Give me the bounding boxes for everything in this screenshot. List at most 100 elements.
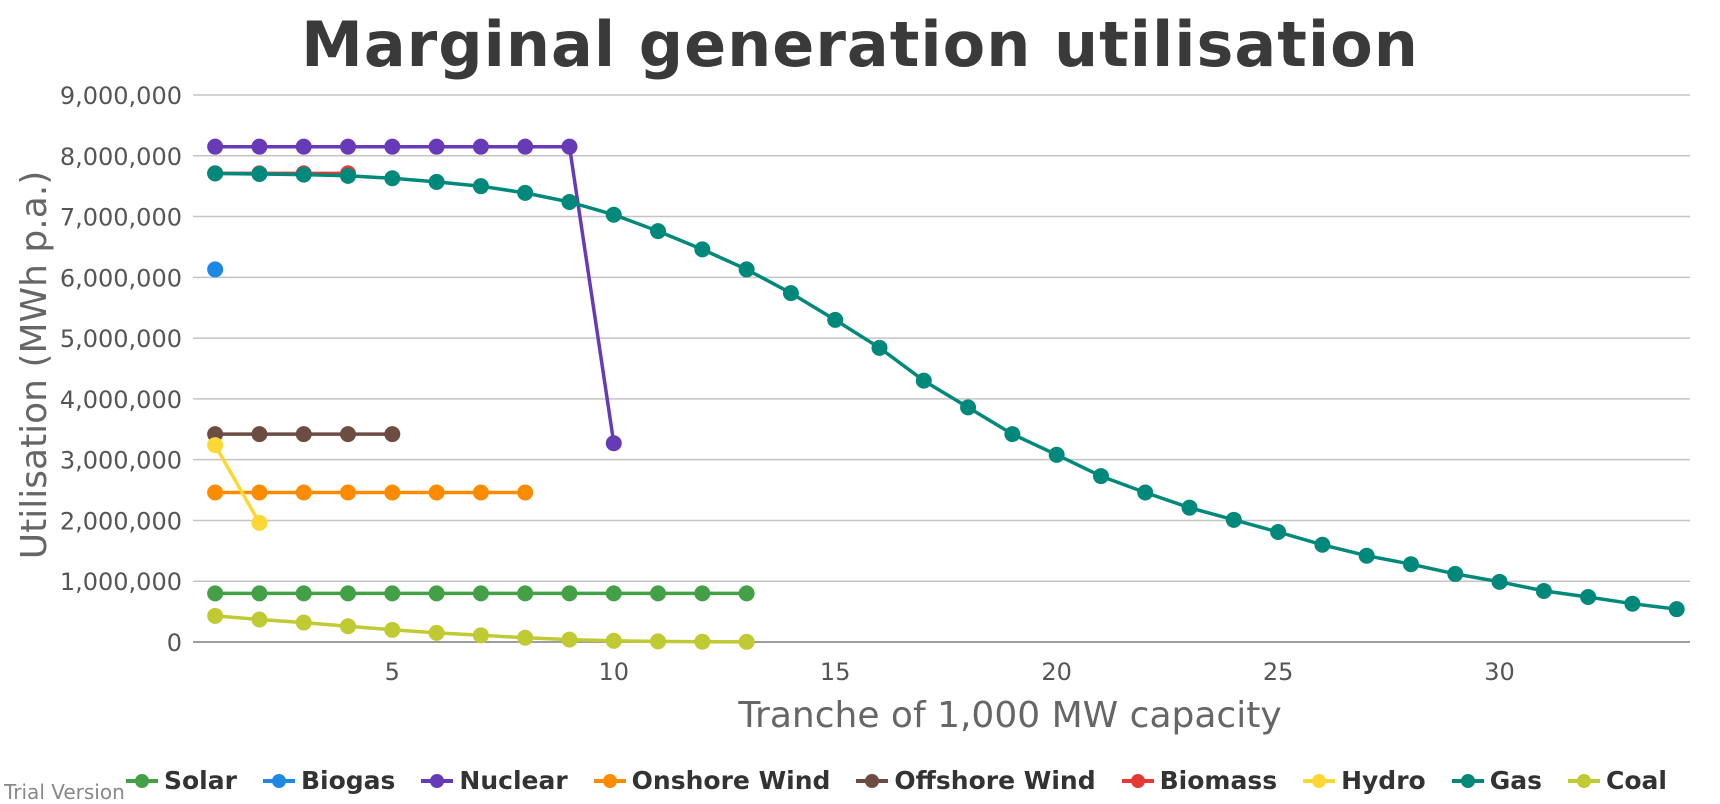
data-point-solar <box>605 585 622 602</box>
data-point-coal <box>561 631 578 648</box>
data-point-nuclear <box>561 138 578 155</box>
legend-marker-dot <box>602 773 617 788</box>
data-point-gas <box>1181 499 1198 516</box>
data-point-coal <box>605 632 622 649</box>
data-point-nuclear <box>428 138 445 155</box>
data-point-gas <box>384 170 401 187</box>
data-point-gas <box>1535 582 1552 599</box>
x-axis-tick-labels: 5 10 15 20 25 30 <box>385 658 1515 686</box>
legend-item-coal[interactable]: Coal <box>1567 766 1667 795</box>
data-point-gas <box>295 166 312 183</box>
data-point-solar <box>694 585 711 602</box>
data-point-gas <box>1402 556 1419 573</box>
data-point-gas <box>561 193 578 210</box>
data-point-solar <box>561 585 578 602</box>
x-tick-label: 5 <box>385 658 400 686</box>
x-tick-label: 20 <box>1041 658 1072 686</box>
trial-version-watermark: Trial Version <box>4 780 125 804</box>
legend-marker-icon <box>593 773 626 788</box>
data-point-onshore-wind <box>428 484 445 501</box>
data-point-nuclear <box>207 138 224 155</box>
legend-item-biogas[interactable]: Biogas <box>262 766 396 795</box>
data-point-gas <box>1314 536 1331 553</box>
series-onshore-wind <box>207 484 534 501</box>
legend-item-biomass[interactable]: Biomass <box>1121 766 1278 795</box>
x-tick-label: 25 <box>1263 658 1294 686</box>
legend-marker-dot <box>1130 773 1145 788</box>
data-point-solar <box>251 585 268 602</box>
data-point-onshore-wind <box>207 484 224 501</box>
data-point-coal <box>694 633 711 650</box>
data-point-onshore-wind <box>517 484 534 501</box>
data-point-coal <box>738 633 755 650</box>
legend-marker-dot <box>271 773 286 788</box>
data-point-onshore-wind <box>251 484 268 501</box>
legend-marker-dot <box>135 773 149 788</box>
data-point-gas <box>1491 573 1508 590</box>
data-point-solar <box>517 585 534 602</box>
legend-marker-icon <box>856 773 889 788</box>
data-point-gas <box>428 173 445 190</box>
series-hydro <box>207 437 268 531</box>
data-point-onshore-wind <box>340 484 357 501</box>
series-offshore-wind <box>207 426 401 443</box>
y-tick-label: 0 <box>167 629 182 657</box>
data-point-hydro <box>251 514 268 531</box>
legend-label: Biogas <box>300 766 396 795</box>
data-point-gas <box>1137 484 1154 501</box>
data-point-offshore-wind <box>207 426 224 443</box>
data-point-coal <box>650 633 667 650</box>
data-point-gas <box>1624 595 1641 612</box>
series-line-gas <box>213 171 1679 611</box>
series-line-hydro <box>213 443 262 525</box>
legend-item-onshore-wind[interactable]: Onshore Wind <box>593 766 830 795</box>
data-point-gas <box>472 178 489 195</box>
x-tick-label: 15 <box>820 658 851 686</box>
data-point-solar <box>384 585 401 602</box>
data-point-gas <box>517 184 534 201</box>
data-point-onshore-wind <box>295 484 312 501</box>
data-point-gas <box>340 167 357 184</box>
legend-label: Solar <box>164 766 237 795</box>
legend-item-hydro[interactable]: Hydro <box>1303 766 1426 795</box>
y-tick-label: 6,000,000 <box>60 264 182 292</box>
data-point-nuclear <box>605 435 622 452</box>
data-point-gas <box>694 241 711 258</box>
legend-item-solar[interactable]: Solar <box>126 766 237 795</box>
data-point-gas <box>871 339 888 356</box>
data-point-nuclear <box>384 138 401 155</box>
gridlines <box>193 94 1690 643</box>
legend-label: Biomass <box>1159 766 1278 795</box>
series-solar <box>207 585 755 602</box>
data-point-offshore-wind <box>340 426 357 443</box>
data-point-hydro <box>207 437 224 454</box>
legend-marker-dot <box>1460 773 1475 788</box>
y-tick-label: 8,000,000 <box>60 143 182 171</box>
data-point-nuclear <box>295 138 312 155</box>
data-point-gas <box>1092 468 1109 485</box>
legend-marker-icon <box>1303 773 1336 788</box>
y-tick-label: 3,000,000 <box>60 447 182 475</box>
data-point-gas <box>960 399 977 416</box>
legend-marker-icon <box>1451 773 1484 788</box>
data-point-gas <box>1358 547 1375 564</box>
data-point-gas <box>1580 589 1597 606</box>
legend-item-gas[interactable]: Gas <box>1451 766 1542 795</box>
y-axis-title: Utilisation (MWh p.a.) <box>14 171 55 560</box>
data-point-coal <box>207 607 224 624</box>
y-tick-label: 5,000,000 <box>60 325 182 353</box>
legend-marker-icon <box>421 773 454 788</box>
legend-marker-dot <box>1312 773 1327 788</box>
data-point-offshore-wind <box>251 426 268 443</box>
legend-marker-icon <box>1121 773 1154 788</box>
data-point-gas <box>650 223 667 240</box>
legend-marker-icon <box>126 773 158 788</box>
data-point-nuclear <box>472 138 489 155</box>
data-point-gas <box>782 285 799 302</box>
data-point-coal <box>295 614 312 631</box>
legend-item-offshore-wind[interactable]: Offshore Wind <box>856 766 1096 795</box>
y-tick-label: 2,000,000 <box>60 507 182 535</box>
data-point-gas <box>1048 446 1065 463</box>
legend-item-nuclear[interactable]: Nuclear <box>421 766 568 795</box>
